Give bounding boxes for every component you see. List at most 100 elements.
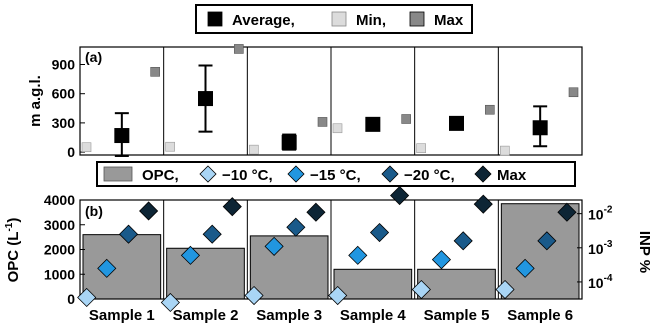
inp-marker-3 bbox=[306, 202, 326, 222]
inp-marker-2 bbox=[537, 231, 557, 251]
rtick-exp: -2 bbox=[604, 205, 613, 216]
panel-a-ytick-label-0: 0 bbox=[67, 144, 75, 160]
rtick-base: 10 bbox=[588, 275, 604, 291]
inp-marker-3 bbox=[390, 185, 410, 206]
panel-b-ytick-label-1: 1000 bbox=[44, 266, 75, 282]
min-marker bbox=[249, 144, 259, 155]
average-marker bbox=[365, 116, 381, 132]
legend-a-label-1: Min, bbox=[356, 12, 386, 29]
panel-b-ylabel-tail: ) bbox=[5, 218, 22, 223]
legend-panel-a: Average, Min, Max bbox=[195, 4, 473, 34]
inp-marker-2 bbox=[118, 224, 139, 244]
legend-a-marker-0 bbox=[207, 11, 223, 27]
inp-marker-1 bbox=[431, 250, 452, 270]
sample-label-1: Sample 1 bbox=[89, 307, 155, 324]
inp-marker-1 bbox=[348, 245, 368, 265]
min-marker bbox=[500, 145, 510, 156]
min-marker bbox=[332, 123, 343, 134]
inp-marker-0 bbox=[328, 285, 348, 306]
inp-marker-1 bbox=[180, 245, 201, 265]
inp-marker-0 bbox=[411, 279, 431, 300]
opc-bar bbox=[166, 247, 245, 300]
panel-b-ytick-label-4: 4000 bbox=[44, 192, 75, 208]
average-marker bbox=[198, 91, 213, 107]
panel-b-ylabel-right: INP % bbox=[636, 231, 653, 273]
inp-marker-3 bbox=[557, 202, 577, 222]
inp-marker-2 bbox=[286, 217, 306, 237]
max-marker bbox=[150, 67, 160, 77]
panel-a-ytick-label-1: 300 bbox=[52, 115, 76, 131]
min-marker bbox=[165, 141, 175, 152]
inp-marker-1 bbox=[515, 258, 535, 278]
inp-marker-0 bbox=[495, 279, 515, 300]
panel-a-ylabel: m a.g.l. bbox=[27, 75, 44, 127]
legend-a-label-0: Average, bbox=[232, 12, 295, 29]
inp-marker-1 bbox=[97, 258, 117, 278]
inp-marker-0 bbox=[77, 287, 97, 308]
sample-label-4: Sample 4 bbox=[340, 307, 407, 324]
max-marker bbox=[234, 44, 244, 54]
opc-bar bbox=[82, 234, 162, 300]
rtick-exp: -3 bbox=[604, 239, 613, 250]
panel-b-ylabel-left: OPC (L-1) bbox=[4, 218, 22, 283]
opc-bar bbox=[417, 268, 496, 300]
max-marker bbox=[485, 104, 495, 115]
inp-marker-2 bbox=[453, 231, 473, 251]
legend-b-marker-0 bbox=[103, 166, 133, 182]
inp-marker-3 bbox=[222, 197, 242, 217]
legend-b-label-0: OPC, bbox=[142, 167, 179, 184]
legend-a-label-2: Max bbox=[434, 12, 464, 29]
sample-label-6: Sample 6 bbox=[507, 307, 573, 324]
inp-marker-0 bbox=[160, 292, 180, 313]
panel-b-ylabel-text: OPC (L bbox=[5, 232, 22, 283]
legend-panel-b: OPC, −10 °C, −15 °C, −20 °C, Max bbox=[96, 161, 576, 187]
panel-b-ytick-label-2: 2000 bbox=[44, 242, 75, 258]
rtick-base: 10 bbox=[588, 207, 604, 223]
panel-b-rtick-label-2: 10-2 bbox=[588, 205, 613, 223]
max-marker bbox=[568, 87, 579, 98]
panel-b-rtick-label-1: 10-3 bbox=[588, 239, 613, 257]
min-marker bbox=[81, 142, 92, 153]
legend-a-marker-2 bbox=[409, 11, 425, 27]
min-marker bbox=[416, 143, 426, 153]
inp-marker-3 bbox=[473, 194, 493, 214]
panel-b-ylabel-sup: -1 bbox=[4, 222, 15, 231]
legend-b-box bbox=[96, 161, 576, 187]
legend-b-marker-2 bbox=[287, 165, 305, 183]
legend-b-label-2: −15 °C, bbox=[310, 167, 361, 184]
inp-marker-2 bbox=[369, 222, 390, 243]
inp-marker-2 bbox=[202, 224, 222, 244]
opc-bar bbox=[249, 235, 329, 300]
inp-marker-0 bbox=[244, 285, 264, 306]
sample-label-3: Sample 3 bbox=[256, 307, 322, 324]
panel-b-tag: (b) bbox=[85, 203, 103, 219]
panel-b-ytick-label-3: 3000 bbox=[44, 217, 75, 233]
average-marker bbox=[449, 115, 464, 131]
average-marker bbox=[281, 134, 297, 150]
legend-b-label-1: −10 °C, bbox=[222, 167, 273, 184]
legend-a-box bbox=[195, 4, 473, 34]
panel-a: 0 300 600 900 m a.g.l. (a) bbox=[27, 44, 583, 160]
legend-b-label-4: Max bbox=[497, 167, 527, 184]
legend-b-marker-3 bbox=[381, 165, 399, 183]
panel-a-ytick-label-3: 900 bbox=[52, 57, 76, 73]
inp-marker-1 bbox=[264, 236, 284, 256]
average-marker bbox=[114, 128, 130, 144]
max-marker bbox=[317, 117, 328, 127]
rtick-base: 10 bbox=[588, 241, 604, 257]
inp-marker-3 bbox=[139, 201, 159, 221]
average-marker bbox=[532, 120, 548, 136]
legend-a-marker-1 bbox=[331, 11, 347, 27]
legend-b-marker-1 bbox=[199, 165, 217, 183]
sample-label-5: Sample 5 bbox=[424, 307, 490, 324]
sample-labels: Sample 1 Sample 2 Sample 3 Sample 4 Sample 5… bbox=[89, 307, 573, 324]
max-marker bbox=[401, 114, 411, 124]
legend-b-label-3: −20 °C, bbox=[404, 167, 455, 184]
rtick-exp: -4 bbox=[604, 273, 613, 284]
sample-label-2: Sample 2 bbox=[173, 307, 239, 324]
panel-b-rtick-label-0: 10-4 bbox=[588, 273, 613, 291]
panel-a-tag: (a) bbox=[85, 49, 102, 65]
panel-a-ytick-label-2: 600 bbox=[52, 86, 76, 102]
